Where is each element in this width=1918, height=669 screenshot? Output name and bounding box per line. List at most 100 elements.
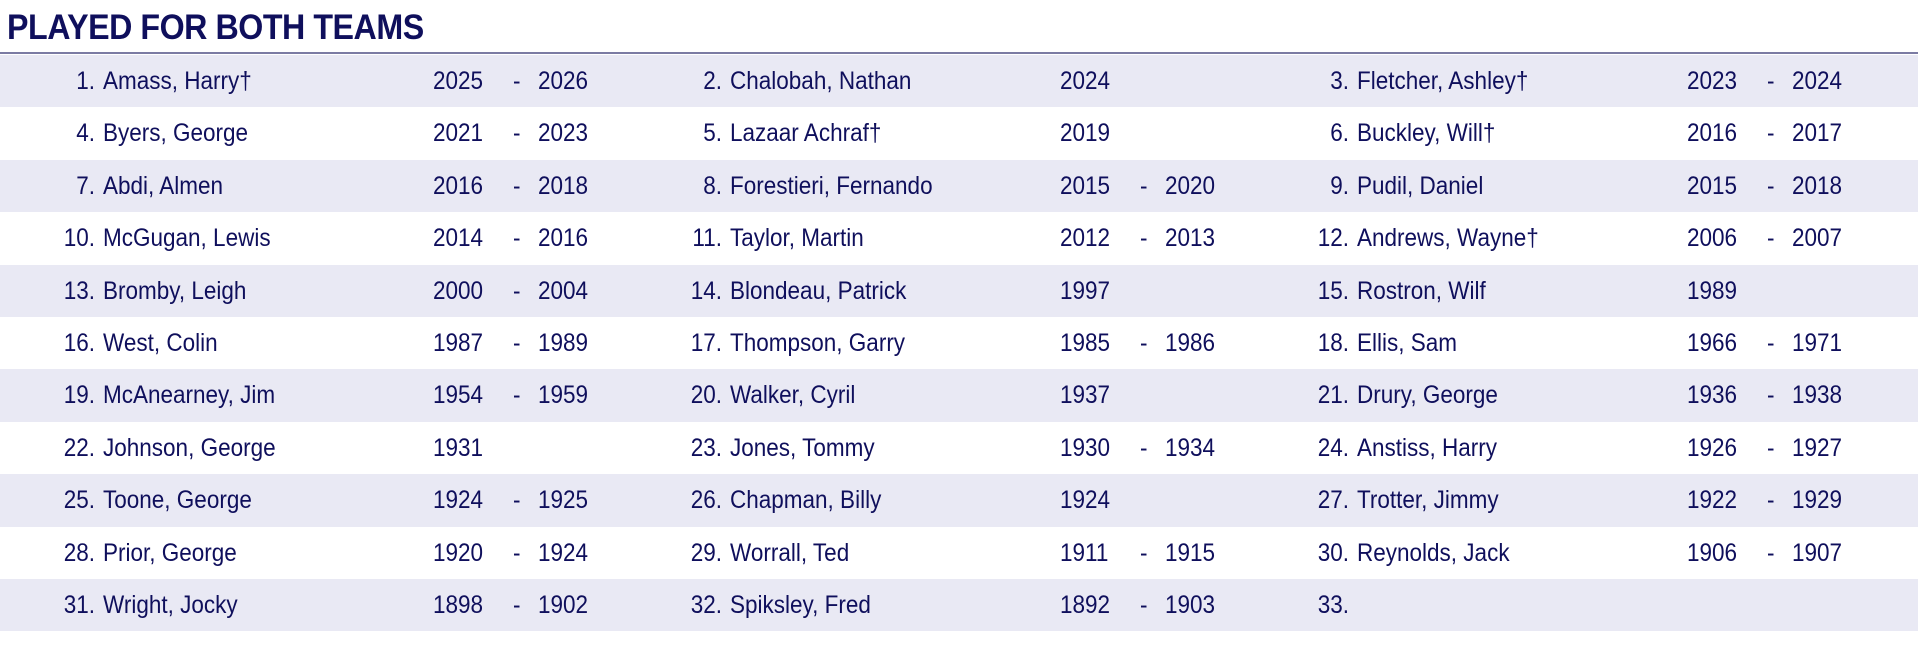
entry-number: 2. [703, 67, 722, 95]
year-separator: - [1767, 381, 1775, 410]
table-row: 16. West, Colin 1987-1989 17. Thompson, Garr… [0, 317, 1918, 369]
entry-number: 30. [1317, 538, 1349, 567]
entry-number: 6. [1330, 119, 1349, 148]
year-from: 1985 [1060, 328, 1111, 357]
player-name: Buckley, Will† [1357, 119, 1496, 148]
entry-number: 18. [1317, 328, 1349, 357]
year-from: 1937 [1060, 381, 1111, 410]
year-separator: - [513, 276, 521, 305]
year-from: 1924 [433, 486, 484, 515]
entry-number: 5. [703, 119, 722, 148]
player-name: Reynolds, Jack [1357, 538, 1510, 567]
year-separator: - [1140, 171, 1148, 200]
year-separator: - [513, 538, 521, 567]
year-to: 2018 [538, 171, 589, 200]
player-name: Fletcher, Ashley† [1357, 67, 1529, 95]
entry-number: 13. [63, 276, 95, 305]
entry-number: 24. [1317, 433, 1349, 462]
entry-number: 16. [63, 328, 95, 357]
player-name: Thompson, Garry [730, 328, 906, 357]
player-name: Taylor, Martin [730, 224, 864, 253]
year-separator: - [513, 67, 521, 95]
year-to: 1927 [1792, 433, 1843, 462]
player-name: Worrall, Ted [730, 538, 850, 567]
year-to: 2004 [538, 276, 589, 305]
year-separator: - [1767, 67, 1775, 95]
year-from: 2024 [1060, 67, 1111, 95]
year-from: 2023 [1687, 67, 1738, 95]
player-name: Abdi, Almen [103, 171, 224, 200]
player-name: Rostron, Wilf [1357, 276, 1486, 305]
entry-number: 8. [703, 171, 722, 200]
year-from: 1930 [1060, 433, 1111, 462]
year-to: 2016 [538, 224, 589, 253]
year-from: 2016 [1687, 119, 1738, 148]
player-name: Spiksley, Fred [730, 590, 871, 619]
table-row: 13. Bromby, Leigh 2000-2004 14. Blondeau, Pa… [0, 264, 1918, 317]
year-from: 2019 [1060, 119, 1111, 148]
table-row: 4. Byers, George 2021-2023 5. Lazaar Achraf†… [0, 107, 1918, 159]
year-from: 2021 [433, 119, 484, 148]
entry-number: 22. [63, 433, 95, 462]
player-name: Amass, Harry† [103, 67, 252, 95]
year-to: 1959 [538, 381, 589, 410]
entry-number: 26. [690, 486, 722, 515]
player-name: Ellis, Sam [1357, 328, 1458, 357]
year-separator: - [1767, 171, 1775, 200]
entry-number: 12. [1317, 224, 1349, 253]
year-from: 1906 [1687, 538, 1738, 567]
player-name: Chalobah, Nathan [730, 67, 912, 95]
year-from: 2000 [433, 276, 484, 305]
year-to: 2024 [1792, 67, 1843, 95]
year-from: 1966 [1687, 328, 1738, 357]
player-name: Prior, George [103, 538, 237, 567]
year-from: 2015 [1687, 171, 1738, 200]
year-to: 1915 [1165, 538, 1216, 567]
player-name: Lazaar Achraf† [730, 119, 882, 148]
year-to: 1925 [538, 486, 589, 515]
year-to: 1938 [1792, 381, 1843, 410]
entry-number: 28. [63, 538, 95, 567]
year-to: 1924 [538, 538, 589, 567]
entry-number: 20. [690, 381, 722, 410]
year-from: 1987 [433, 328, 484, 357]
year-from: 1926 [1687, 433, 1738, 462]
year-from: 1924 [1060, 486, 1111, 515]
year-separator: - [1140, 328, 1148, 357]
year-separator: - [1767, 119, 1775, 148]
year-to: 1903 [1165, 590, 1216, 619]
year-to: 2026 [538, 67, 589, 95]
entry-number: 14. [690, 276, 722, 305]
players-table: 1. Amass, Harry† 2025-2026 2. Chalobah, Nath… [0, 55, 1918, 632]
entry-number: 31. [63, 590, 95, 619]
player-name: Jones, Tommy [730, 433, 875, 462]
entry-number: 15. [1317, 276, 1349, 305]
year-from: 1920 [433, 538, 484, 567]
year-separator: - [1767, 486, 1775, 515]
year-to: 2017 [1792, 119, 1843, 148]
year-separator: - [513, 171, 521, 200]
year-from: 2025 [433, 67, 484, 95]
year-separator: - [513, 381, 521, 410]
year-separator: - [513, 224, 521, 253]
title-divider [0, 52, 1918, 54]
entry-number: 23. [690, 433, 722, 462]
player-name: McAnearney, Jim [103, 381, 276, 410]
player-name: Pudil, Daniel [1357, 171, 1484, 200]
year-separator: - [1140, 433, 1148, 462]
entry-number: 7. [76, 171, 95, 200]
player-name: Toone, George [103, 486, 252, 515]
year-from: 2006 [1687, 224, 1738, 253]
table-row: 28. Prior, George 1920-1924 29. Worrall, Ted… [0, 527, 1918, 579]
year-to: 2020 [1165, 171, 1216, 200]
year-separator: - [513, 328, 521, 357]
year-separator: - [1767, 224, 1775, 253]
table-row: 31. Wright, Jocky 1898-1902 32. Spiksley, Fr… [0, 578, 1918, 632]
year-from: 1954 [433, 381, 484, 410]
entry-number: 10. [63, 224, 95, 253]
player-name: Byers, George [103, 119, 249, 148]
year-separator: - [513, 590, 521, 619]
year-to: 2013 [1165, 224, 1216, 253]
player-name: Anstiss, Harry [1357, 433, 1498, 462]
year-separator: - [1140, 590, 1148, 619]
